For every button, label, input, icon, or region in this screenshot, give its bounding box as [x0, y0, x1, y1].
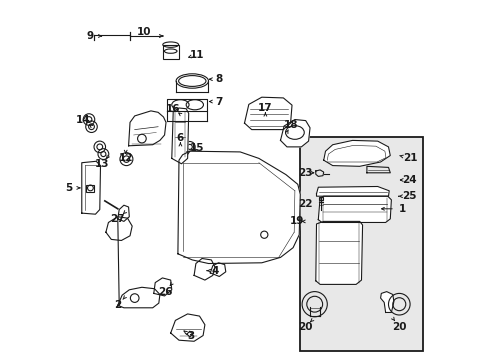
Polygon shape — [118, 287, 160, 308]
Text: 2: 2 — [114, 300, 121, 310]
Text: 14: 14 — [76, 114, 90, 125]
Text: 18: 18 — [283, 120, 297, 130]
Text: 16: 16 — [165, 104, 180, 114]
Polygon shape — [210, 263, 225, 276]
Polygon shape — [194, 258, 215, 280]
Polygon shape — [81, 161, 101, 214]
Text: 15: 15 — [189, 143, 204, 153]
Text: 17: 17 — [258, 103, 272, 113]
Text: 24: 24 — [401, 175, 416, 185]
Polygon shape — [316, 186, 388, 196]
Text: 19: 19 — [289, 216, 303, 226]
Bar — [86, 185, 94, 192]
Text: 10: 10 — [137, 27, 151, 37]
Text: 13: 13 — [95, 159, 109, 169]
Polygon shape — [315, 221, 362, 284]
Polygon shape — [280, 120, 309, 147]
Polygon shape — [178, 151, 300, 264]
Text: 20: 20 — [297, 322, 312, 332]
Text: 22: 22 — [297, 199, 312, 210]
Bar — [163, 45, 178, 59]
Polygon shape — [244, 97, 291, 130]
Text: 12: 12 — [118, 153, 133, 163]
Polygon shape — [128, 111, 166, 146]
Text: 4: 4 — [211, 266, 218, 276]
Polygon shape — [170, 314, 204, 341]
Text: 11: 11 — [189, 50, 204, 60]
Text: 20: 20 — [391, 322, 406, 332]
Text: 7: 7 — [214, 96, 222, 107]
Polygon shape — [153, 278, 171, 296]
Text: 9: 9 — [87, 31, 94, 41]
Text: 3: 3 — [186, 330, 194, 341]
Text: 6: 6 — [177, 132, 183, 143]
Polygon shape — [318, 196, 390, 222]
Text: 27: 27 — [110, 214, 125, 224]
Polygon shape — [106, 217, 132, 240]
Text: 23: 23 — [297, 168, 312, 178]
Bar — [300, 137, 422, 351]
Text: 8: 8 — [215, 74, 222, 84]
Polygon shape — [323, 140, 389, 166]
Text: 25: 25 — [401, 191, 416, 201]
Bar — [318, 197, 322, 200]
Text: 1: 1 — [399, 204, 406, 214]
Polygon shape — [380, 292, 393, 312]
Polygon shape — [171, 108, 188, 164]
Text: 21: 21 — [402, 153, 416, 163]
Text: 5: 5 — [65, 183, 72, 193]
Text: 26: 26 — [158, 287, 172, 297]
